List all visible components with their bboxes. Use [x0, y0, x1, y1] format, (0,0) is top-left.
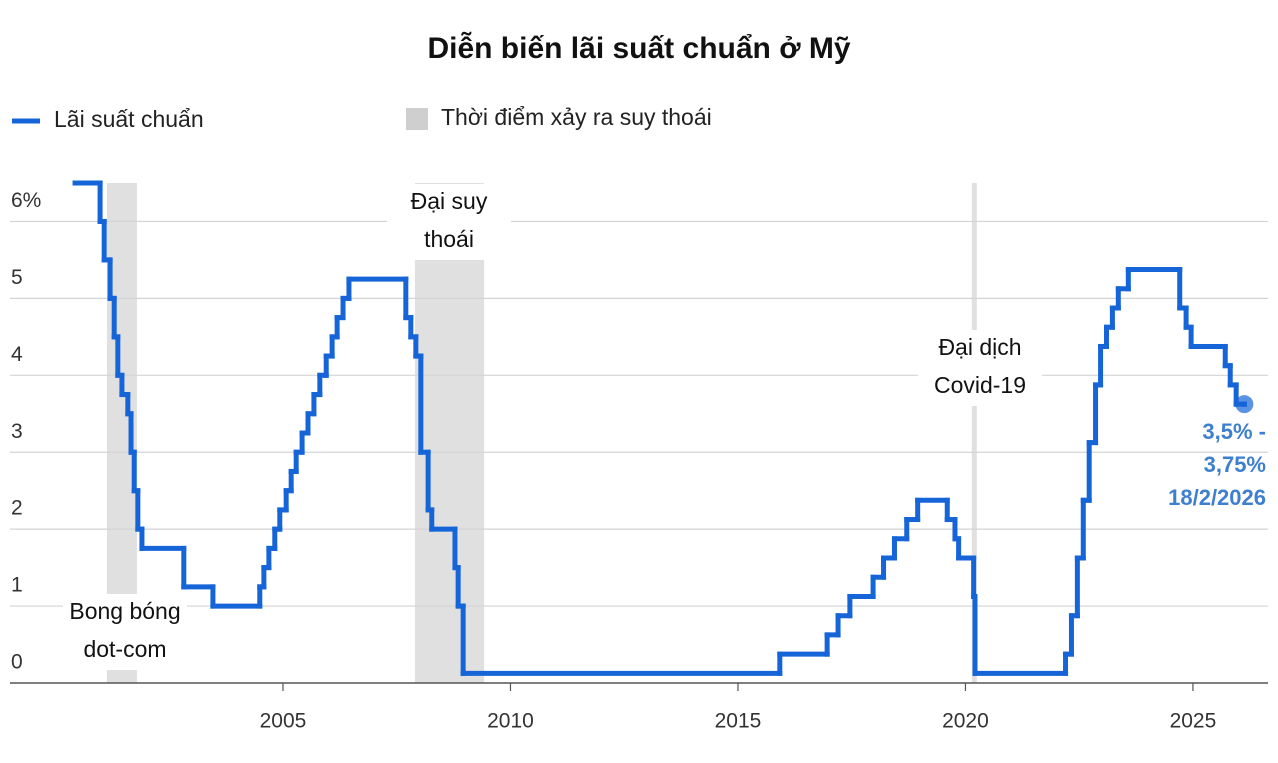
y-tick-label: 2 — [11, 497, 23, 520]
legend-swatch — [406, 108, 428, 130]
annotation: dot-com — [83, 636, 166, 662]
annotation-bg — [63, 594, 187, 670]
end-label: 3,75% — [1204, 452, 1266, 477]
annotation-bg — [387, 184, 511, 260]
annotation: Đại suy — [411, 188, 488, 214]
annotation-bg — [918, 330, 1042, 406]
x-tick-label: 2025 — [1170, 710, 1217, 733]
y-tick-label: 6% — [11, 189, 41, 212]
annotation: Đại dịch — [938, 334, 1021, 360]
x-tick-label: 2015 — [715, 710, 762, 733]
annotation: Bong bóng — [69, 598, 180, 624]
y-tick-label: 3 — [11, 420, 23, 443]
x-tick-label: 2020 — [942, 710, 989, 733]
annotation: Covid-19 — [934, 372, 1026, 398]
legend-label: Thời điểm xảy ra suy thoái — [441, 104, 712, 130]
end-label: 3,5% - — [1202, 419, 1266, 444]
recession-band — [971, 183, 977, 683]
y-tick-label: 4 — [11, 343, 23, 366]
y-tick-label: 1 — [11, 574, 23, 597]
end-point — [1235, 395, 1254, 414]
chart-title: Diễn biến lãi suất chuẩn ở Mỹ — [427, 31, 850, 65]
recession-band — [414, 183, 485, 683]
x-tick-label: 2010 — [487, 710, 534, 733]
y-tick-label: 5 — [11, 266, 23, 289]
end-label: 18/2/2026 — [1168, 485, 1266, 510]
legend-label: Lãi suất chuẩn — [54, 106, 204, 132]
annotation: thoái — [424, 226, 474, 252]
x-tick-label: 2005 — [260, 710, 307, 733]
y-tick-label: 0 — [11, 651, 23, 674]
